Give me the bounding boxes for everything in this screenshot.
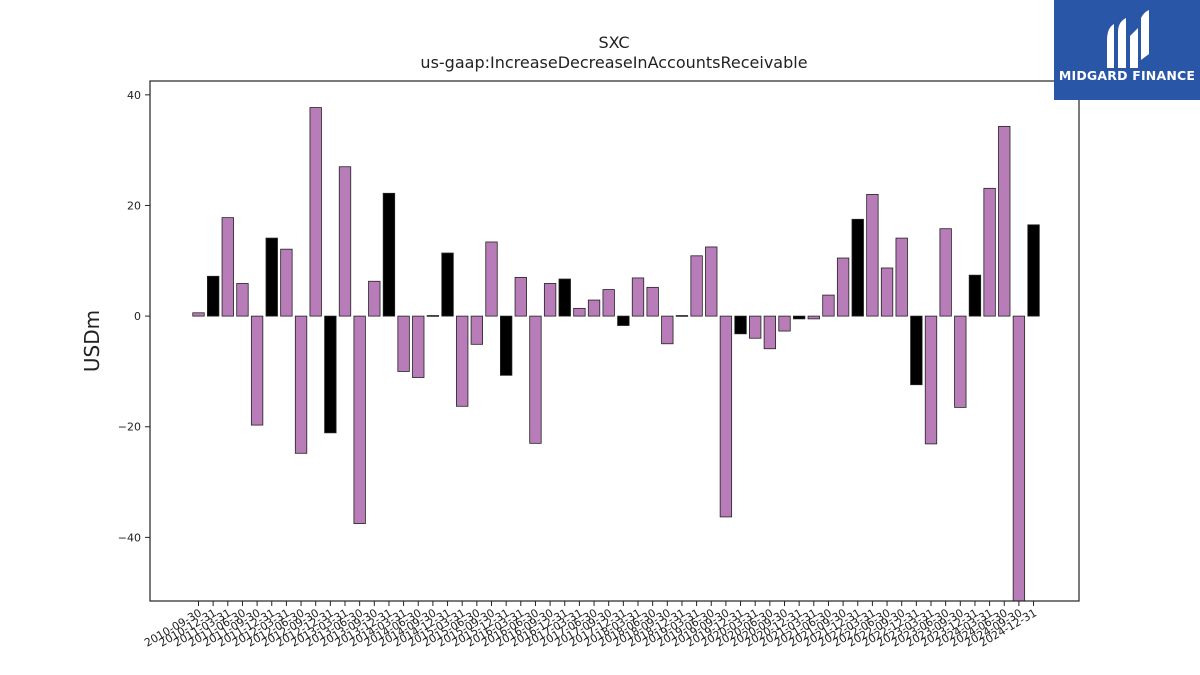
bar-2021-06-30 <box>822 294 835 317</box>
bar-2020-03-31 <box>749 315 762 339</box>
bar-2014-12-31 <box>441 252 454 317</box>
bar-2024-12-31 <box>1027 224 1040 317</box>
bar-2012-12-31 <box>324 315 337 434</box>
bar-2018-06-30 <box>646 286 659 317</box>
bar-2017-03-31 <box>573 307 586 317</box>
chart-title: SXC <box>598 33 629 52</box>
x-axis-ticks: 2010-09-302010-12-312011-03-312011-06-30… <box>142 601 1039 650</box>
chart-subtitle: us-gaap:IncreaseDecreaseInAccountsReceiv… <box>420 53 807 72</box>
y-tick-label: 20 <box>127 199 141 212</box>
bar-2010-12-31 <box>206 275 220 317</box>
logo-text: MIDGARD FINANCE <box>1058 68 1196 83</box>
bar-2011-03-31 <box>221 217 234 317</box>
bar-2023-09-30 <box>954 315 967 408</box>
bar-2011-09-30 <box>250 315 264 426</box>
y-axis-ticks: −40 −20 0 20 40 <box>118 89 150 544</box>
bar-2015-12-31 <box>499 315 513 376</box>
bar-2021-03-31 <box>807 315 820 320</box>
bar-2010-09-30 <box>192 312 205 317</box>
bar-2013-03-31 <box>338 166 352 317</box>
bar-2024-03-31 <box>983 187 996 317</box>
bar-2013-06-30 <box>353 315 366 524</box>
bar-2018-03-31 <box>631 277 645 317</box>
bar-2015-03-31 <box>456 315 469 407</box>
bar-2023-06-30 <box>939 228 952 317</box>
bar-2011-12-31 <box>265 237 278 317</box>
bar-2015-09-30 <box>485 241 498 317</box>
bar-2016-12-31 <box>558 278 571 317</box>
bar-2016-09-30 <box>543 283 557 317</box>
bar-2019-03-31 <box>690 255 703 317</box>
bar-2012-06-30 <box>294 315 308 454</box>
bar-2023-03-31 <box>924 315 938 445</box>
bar-2022-03-31 <box>866 193 879 317</box>
bar-2011-06-30 <box>236 283 249 317</box>
bar-2019-12-31 <box>734 315 747 335</box>
bar-2017-09-30 <box>602 289 615 317</box>
bar-2024-06-30 <box>998 125 1011 317</box>
bar-2017-12-31 <box>617 315 630 326</box>
y-axis-label: USDm <box>80 310 104 372</box>
y-tick-label: 40 <box>127 89 141 102</box>
plot-frame <box>149 80 1080 602</box>
bar-2021-12-31 <box>851 218 864 317</box>
bar-2018-12-31 <box>675 315 689 317</box>
bar-2013-12-31 <box>382 192 396 317</box>
bar-2023-12-31 <box>968 274 982 317</box>
bar-2019-06-30 <box>705 246 718 317</box>
bar-series <box>192 107 1040 602</box>
bar-2022-09-30 <box>895 237 908 317</box>
bar-2013-09-30 <box>368 280 381 317</box>
bar-2014-03-31 <box>397 315 410 372</box>
bar-2024-09-30 <box>1012 315 1026 602</box>
bar-2022-06-30 <box>880 267 894 317</box>
bar-2021-09-30 <box>836 257 850 317</box>
y-tick-label: 0 <box>134 310 141 323</box>
bar-2016-03-31 <box>514 276 527 317</box>
bar-2020-12-31 <box>793 315 806 320</box>
logo-mark-icon <box>1107 10 1149 68</box>
bar-2022-12-31 <box>910 315 923 386</box>
bar-2012-03-31 <box>280 248 293 317</box>
bar-2018-09-30 <box>661 315 674 345</box>
bar-2016-06-30 <box>529 315 542 444</box>
y-tick-label: −40 <box>118 531 141 544</box>
brand-logo: MIDGARD FINANCE <box>1054 0 1200 100</box>
bar-2014-06-30 <box>412 315 425 378</box>
bar-2014-09-30 <box>426 315 440 317</box>
bar-2015-06-30 <box>470 315 484 345</box>
bar-2019-09-30 <box>719 315 733 518</box>
bar-2020-06-30 <box>763 315 776 350</box>
bar-2012-09-30 <box>309 107 322 317</box>
bar-2017-06-30 <box>587 299 601 317</box>
y-tick-label: −20 <box>118 421 141 434</box>
bar-2020-09-30 <box>778 315 791 332</box>
